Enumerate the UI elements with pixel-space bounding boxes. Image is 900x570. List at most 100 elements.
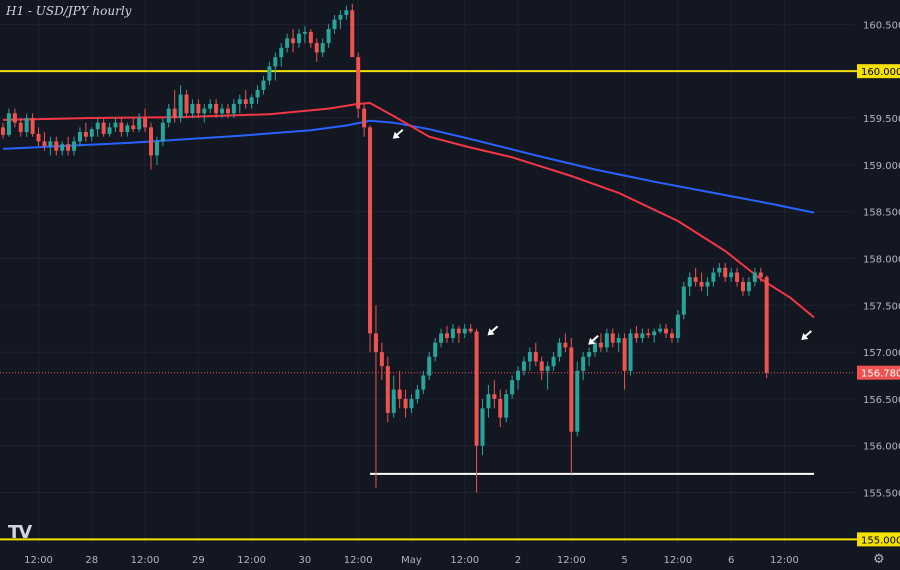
x-tick-label: 12:00	[663, 555, 692, 566]
x-tick-label: 12:00	[344, 555, 373, 566]
candle-body	[486, 394, 491, 409]
candle-body	[214, 103, 219, 114]
candle-body	[397, 389, 402, 399]
candle-body	[764, 277, 769, 373]
candle-body	[42, 141, 47, 147]
x-tick-label: 12:00	[770, 555, 799, 566]
arrow-head-icon	[801, 333, 809, 341]
candle-body	[243, 99, 248, 104]
x-tick-label: 30	[299, 555, 312, 566]
candle-body	[113, 122, 118, 128]
candle-body	[539, 361, 544, 371]
candle-body	[308, 31, 313, 44]
x-tick-label: 12:00	[24, 555, 53, 566]
candle-body	[178, 94, 183, 118]
candle-body	[83, 132, 88, 137]
candle-body	[456, 328, 461, 334]
candle-body	[628, 333, 633, 371]
candle-body	[403, 398, 408, 409]
candle-body	[723, 267, 728, 278]
candle-body	[421, 375, 426, 390]
candle-body	[89, 129, 94, 137]
x-tick-label: 6	[728, 555, 734, 566]
candle-body	[598, 342, 603, 348]
candle-body	[24, 117, 29, 133]
candle-body	[350, 10, 355, 58]
candle-body	[338, 14, 343, 20]
candle-body	[320, 43, 325, 53]
arrow-head-icon	[392, 131, 400, 139]
x-tick-label: 2	[515, 555, 521, 566]
candle-body	[545, 366, 550, 371]
candle-body	[77, 132, 82, 142]
candle-body	[72, 141, 77, 151]
y-tick-label: 156.500	[863, 395, 900, 406]
candle-body	[610, 333, 615, 343]
candle-body	[196, 103, 201, 114]
candle-body	[6, 113, 11, 135]
candle-body	[415, 389, 420, 399]
candle-body	[225, 108, 230, 114]
candle-body	[480, 408, 485, 446]
candle-body	[450, 328, 455, 339]
candle-body	[492, 394, 497, 399]
candle-body	[664, 328, 669, 334]
candle-body	[373, 333, 378, 353]
x-tick-label: 12:00	[237, 555, 266, 566]
y-tick-label: 158.000	[863, 254, 900, 265]
gear-icon[interactable]: ⚙	[873, 552, 885, 567]
candle-body	[60, 144, 65, 151]
candle-body	[729, 272, 734, 278]
candle-body	[326, 29, 331, 44]
candle-body	[516, 370, 521, 381]
candle-body	[752, 272, 757, 282]
x-tick-label: 12:00	[131, 555, 160, 566]
candle-body	[557, 342, 562, 357]
tradingview-logo[interactable]: TV	[8, 522, 32, 543]
candle-body	[669, 333, 674, 339]
candle-body	[302, 31, 307, 34]
y-tick-label: 158.500	[863, 208, 900, 219]
candle-body	[297, 33, 301, 44]
candle-body	[131, 125, 136, 130]
candle-body	[332, 19, 337, 30]
candle-body	[291, 38, 296, 44]
candle-body	[279, 47, 284, 58]
candle-body	[1, 127, 5, 135]
candle-body	[433, 342, 438, 357]
candle-body	[735, 272, 740, 282]
candle-body	[202, 108, 207, 114]
candle-body	[379, 352, 384, 367]
candle-body	[563, 342, 568, 348]
candle-body	[681, 286, 686, 315]
x-tick-label: 28	[85, 555, 98, 566]
moving-average-blue	[2, 119, 815, 214]
candle-body	[652, 331, 657, 336]
current-price-badge	[857, 365, 900, 380]
candle-body	[533, 352, 538, 362]
candle-body	[231, 103, 236, 114]
candle-body	[474, 331, 479, 446]
y-tick-label: 159.500	[863, 114, 900, 125]
candle-body	[705, 281, 710, 287]
x-tick-label: 5	[621, 555, 627, 566]
candle-body	[687, 277, 692, 287]
candle-body	[616, 338, 621, 343]
level-price-label: 155.000	[861, 535, 900, 546]
candle-body	[143, 117, 148, 128]
x-tick-label: 12:00	[557, 555, 586, 566]
y-tick-label: 156.000	[863, 442, 900, 453]
y-tick-label: 155.500	[863, 489, 900, 500]
candle-body	[220, 108, 225, 114]
candle-body	[154, 141, 159, 156]
candle-body	[521, 361, 526, 371]
candle-body	[285, 38, 290, 48]
candle-body	[658, 328, 663, 332]
candle-body	[184, 94, 189, 114]
arrow-head-icon	[588, 337, 596, 345]
candle-body	[504, 394, 509, 418]
y-tick-label: 157.500	[863, 301, 900, 312]
candle-body	[746, 281, 751, 292]
